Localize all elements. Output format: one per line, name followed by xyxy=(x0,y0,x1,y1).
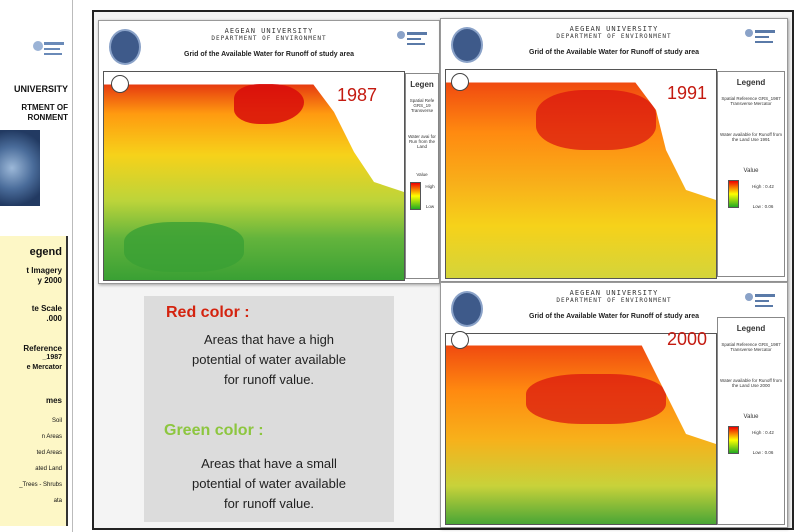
department-name: DEPARTMENT OF ENVIRONMENT xyxy=(556,297,672,304)
theme-item: _Trees - Shrubs xyxy=(19,482,62,488)
map-header: AEGEAN UNIVERSITY DEPARTMENT OF ENVIRONM… xyxy=(441,19,787,71)
theme-item: ted Areas xyxy=(36,450,62,456)
color-explanation-box: Red color : Areas that have a high poten… xyxy=(144,296,394,522)
legend-title: Legend xyxy=(736,324,766,333)
green-patch xyxy=(124,222,244,272)
map-header: AEGEAN UNIVERSITY DEPARTMENT OF ENVIRONM… xyxy=(441,283,787,335)
department-logo-icon xyxy=(745,293,775,307)
green-color-text-line-2: potential of water available xyxy=(192,476,346,491)
red-color-text-line-2: potential of water available xyxy=(192,352,346,367)
map-card-1987: AEGEAN UNIVERSITY DEPARTMENT OF ENVIRONM… xyxy=(98,20,440,284)
theme-item: ata xyxy=(53,498,62,504)
spatial-reference: Spatial Refe GRS_19 Transverse xyxy=(409,98,435,113)
low-label: Low : 0.06 xyxy=(752,204,774,209)
value-color-ramp xyxy=(728,426,739,454)
green-color-heading: Green color : xyxy=(164,422,264,439)
value-color-ramp xyxy=(410,182,421,210)
water-note: Water available for Runoff from the Land… xyxy=(719,378,783,388)
map-card-2000: AEGEAN UNIVERSITY DEPARTMENT OF ENVIRONM… xyxy=(440,282,788,528)
department-line-1: RTMENT OF xyxy=(21,103,68,112)
water-note: Water available for Runoff from the Land… xyxy=(719,132,783,142)
university-label: UNIVERSITY xyxy=(13,84,68,94)
map-legend: Legend Spatial Reference GRS_1987 Transv… xyxy=(717,71,785,277)
department-name: DEPARTMENT OF ENVIRONMENT xyxy=(211,35,327,42)
satellite-image xyxy=(0,130,40,206)
red-hotspot xyxy=(536,90,656,150)
theme-item: Soil xyxy=(51,418,62,424)
reference-line-2: _1987 xyxy=(42,354,62,361)
red-color-heading: Red color : xyxy=(166,304,250,321)
theme-item: ated Land xyxy=(35,466,62,472)
map-legend: Legend Spatial Reference GRS_1987 Transv… xyxy=(717,317,785,525)
spatial-reference: Spatial Reference GRS_1987 Transverse Me… xyxy=(721,342,781,352)
university-seal-icon xyxy=(109,29,141,65)
map-title: Grid of the Available Water for Runoff o… xyxy=(529,49,699,56)
map-year: 1991 xyxy=(667,83,708,103)
water-note: Water avai for Run from the Land xyxy=(408,134,436,149)
department-logo-icon xyxy=(745,29,775,43)
university-name: AEGEAN UNIVERSITY xyxy=(569,25,659,33)
scale-line-2: .000 xyxy=(46,314,62,323)
themes-title: mes xyxy=(45,396,62,405)
imagery-line-1: t Imagery xyxy=(26,266,62,275)
imagery-line-2: y 2000 xyxy=(37,276,62,285)
department-line-2: RONMENT xyxy=(27,113,68,122)
runoff-map xyxy=(445,333,717,525)
university-name: AEGEAN UNIVERSITY xyxy=(569,289,659,297)
map-title: Grid of the Available Water for Runoff o… xyxy=(184,51,354,58)
map-legend: Legen Spatial Refe GRS_19 Transverse Wat… xyxy=(405,73,439,279)
left-legend-box: egend t Imagery y 2000 te Scale .000 Ref… xyxy=(0,236,68,526)
university-seal-icon xyxy=(451,27,483,63)
department-name: DEPARTMENT OF ENVIRONMENT xyxy=(556,33,672,40)
compass-icon xyxy=(451,331,469,349)
high-label: High xyxy=(425,184,435,189)
red-hotspot xyxy=(526,374,666,424)
map-title: Grid of the Available Water for Runoff o… xyxy=(529,313,699,320)
value-color-ramp xyxy=(728,180,739,208)
sea-area xyxy=(626,70,716,200)
theme-item: n Areas xyxy=(41,434,62,440)
runoff-map xyxy=(445,69,717,279)
spatial-reference: Spatial Reference GRS_1987 Transverse Me… xyxy=(721,96,781,106)
map-year: 1987 xyxy=(337,85,378,105)
low-label: Low xyxy=(425,204,435,209)
reference-line-3: e Mercator xyxy=(26,364,62,371)
university-seal-icon xyxy=(451,291,483,327)
reference-line-1: Reference xyxy=(23,344,62,353)
legend-title: Legend xyxy=(736,78,766,87)
value-label: Value xyxy=(416,172,428,177)
map-card-1991: AEGEAN UNIVERSITY DEPARTMENT OF ENVIRONM… xyxy=(440,18,788,282)
red-color-text-line-3: for runoff value. xyxy=(223,372,315,387)
red-color-text-line-1: Areas that have a high xyxy=(203,332,335,347)
map-year: 2000 xyxy=(667,329,708,349)
university-name: AEGEAN UNIVERSITY xyxy=(224,27,314,35)
value-label: Value xyxy=(743,168,759,174)
red-hotspot xyxy=(234,84,304,124)
sea-area xyxy=(636,334,716,444)
value-label: Value xyxy=(743,414,759,420)
left-poster-panel: UNIVERSITY RTMENT OF RONMENT egend t Ima… xyxy=(0,0,73,532)
legend-title: egend xyxy=(29,246,62,258)
low-label: Low : 0.06 xyxy=(752,450,774,455)
green-color-text-line-3: for runoff value. xyxy=(223,496,315,511)
high-label: High : 0.42 xyxy=(752,430,774,435)
high-label: High : 0.42 xyxy=(752,184,774,189)
runoff-map xyxy=(103,71,405,281)
scale-line-1: te Scale xyxy=(31,304,62,313)
legend-title: Legen xyxy=(410,80,434,89)
department-logo-icon xyxy=(397,31,427,45)
logo xyxy=(30,38,66,60)
map-header: AEGEAN UNIVERSITY DEPARTMENT OF ENVIRONM… xyxy=(99,21,439,73)
sea-area xyxy=(304,72,404,192)
green-color-text-line-1: Areas that have a small xyxy=(201,456,337,471)
compass-icon xyxy=(451,73,469,91)
compass-icon xyxy=(111,75,129,93)
